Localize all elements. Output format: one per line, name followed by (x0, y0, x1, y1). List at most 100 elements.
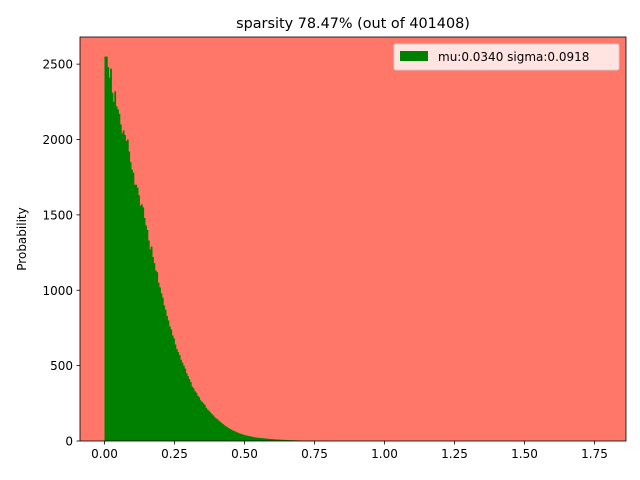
histogram-bar (184, 368, 187, 441)
histogram-bar (286, 440, 289, 441)
histogram-bar (104, 56, 107, 441)
histogram-bar (157, 282, 160, 441)
histogram-bar (289, 440, 292, 441)
histogram-bar (170, 329, 173, 441)
histogram-bar (192, 388, 195, 441)
histogram-bar (122, 130, 125, 441)
histogram-bar (248, 436, 251, 441)
histogram-bar (201, 401, 203, 441)
x-tick-label: 0.00 (91, 447, 118, 461)
histogram-bar (285, 439, 287, 441)
histogram-bar (247, 435, 250, 441)
histogram-bar (255, 437, 258, 441)
histogram-bar (153, 263, 156, 441)
histogram-bar (140, 204, 143, 441)
histogram-bar (229, 428, 231, 441)
legend-box (393, 43, 620, 71)
histogram-bar (226, 427, 229, 441)
histogram-bar (159, 287, 161, 441)
histogram-bar (132, 172, 135, 442)
histogram-bar (149, 249, 152, 441)
histogram-bar (121, 133, 124, 442)
histogram-bar (212, 415, 215, 441)
y-tick-label: 500 (50, 359, 73, 373)
histogram-bar (125, 141, 128, 441)
histogram-bar (124, 134, 126, 441)
histogram-bar (202, 403, 205, 441)
histogram-bar (177, 352, 180, 441)
histogram-bar (119, 124, 122, 442)
histogram-bar (115, 106, 118, 441)
x-tick-label: 1.00 (371, 447, 398, 461)
histogram-bar (250, 436, 252, 441)
legend-swatch (400, 51, 428, 61)
y-axis-label: Probability (15, 207, 29, 270)
histogram-bar (261, 438, 264, 441)
histogram-bar (257, 437, 259, 441)
histogram-bar (196, 395, 199, 441)
histogram-bar (118, 113, 121, 441)
histogram-bar (166, 315, 168, 441)
histogram-bar (129, 162, 132, 442)
histogram-bar (213, 416, 216, 441)
histogram-bar (271, 439, 273, 441)
histogram-bar (273, 439, 276, 441)
legend-label: mu:0.0340 sigma:0.0918 (438, 50, 589, 64)
x-tick-label: 1.50 (511, 447, 538, 461)
histogram-bar (171, 335, 174, 441)
histogram-bar (143, 217, 146, 441)
histogram-bar (266, 438, 269, 441)
histogram-bar (238, 433, 241, 441)
histogram-bar (275, 439, 278, 441)
x-tick-label: 1.25 (441, 447, 468, 461)
histogram-bar (164, 309, 167, 441)
histogram-bar (245, 435, 248, 441)
histogram-bar (219, 421, 222, 441)
y-tick-label: 1500 (42, 208, 73, 222)
histogram-bar (131, 169, 133, 441)
histogram-bar (206, 409, 209, 441)
histogram-bar (117, 109, 119, 441)
y-axis-ticks: 0 500 1000 1500 2000 2500 (42, 58, 80, 449)
histogram-bar (107, 67, 110, 441)
histogram-bar (108, 77, 111, 442)
histogram-bar (240, 433, 243, 441)
histogram-bar (259, 437, 262, 441)
histogram-bar (146, 229, 149, 441)
histogram-bar (185, 373, 188, 441)
histogram-bar (210, 413, 213, 441)
histogram-bar (174, 344, 177, 441)
histogram-bar (154, 270, 157, 441)
histogram-bar (189, 382, 192, 441)
y-tick-label: 0 (65, 435, 73, 449)
x-axis-ticks: 0.00 0.25 0.50 0.75 1.00 1.25 1.50 1.75 (91, 441, 608, 461)
histogram-bar (276, 439, 279, 441)
y-tick-label: 1000 (42, 284, 73, 298)
histogram-bar (195, 392, 198, 441)
histogram-bar (156, 272, 159, 441)
y-tick-label: 2500 (42, 58, 73, 72)
histogram-bar (138, 195, 140, 441)
histogram-bar (272, 439, 275, 441)
histogram-bar (182, 365, 185, 441)
histogram-bar (236, 432, 238, 441)
histogram-bar (203, 404, 206, 441)
histogram-bar (231, 430, 234, 441)
histogram-bar (198, 397, 201, 441)
histogram-bar (180, 359, 182, 441)
histogram-bar (230, 429, 233, 441)
y-tick-label: 2000 (42, 133, 73, 147)
histogram-bar (282, 439, 285, 441)
histogram-bar (258, 437, 261, 441)
x-tick-label: 0.75 (301, 447, 328, 461)
histogram-bar (224, 426, 227, 441)
histogram-bar (194, 391, 196, 441)
histogram-bar (139, 205, 142, 441)
histogram-bar (269, 439, 272, 441)
histogram-bar (237, 432, 240, 441)
histogram-bar (199, 400, 202, 441)
histogram-bar (167, 320, 170, 441)
x-tick-label: 1.75 (581, 447, 608, 461)
histogram-bar (234, 431, 237, 441)
histogram-bar (216, 419, 219, 441)
